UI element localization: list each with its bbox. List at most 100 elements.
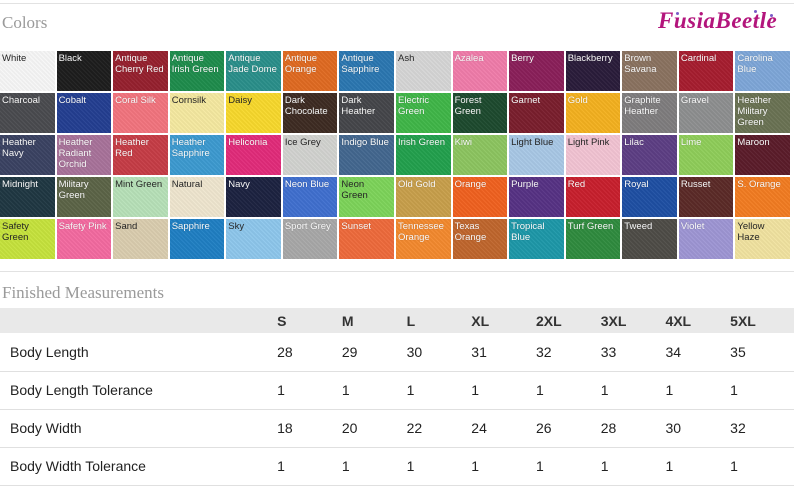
color-swatch: Mint Green <box>113 177 168 217</box>
color-swatch-label: Irish Green <box>398 137 445 148</box>
measurement-cell: 31 <box>471 343 487 360</box>
color-swatch-label: Red <box>567 179 586 190</box>
measurement-cell: 1 <box>341 382 350 398</box>
color-swatch-label: Indigo Blue <box>341 137 389 148</box>
row-label: Body Width <box>10 420 82 436</box>
measurement-cell: 35 <box>730 343 746 360</box>
color-swatch-label: Gold <box>567 95 588 106</box>
color-swatch: Graphite Heather <box>622 93 677 133</box>
measurement-cell: 1 <box>665 382 674 398</box>
measurement-cell: 33 <box>600 343 617 360</box>
measurement-cell: 1 <box>730 458 738 474</box>
size-header: 2XL <box>536 312 562 329</box>
row-label: Body Length Tolerance <box>10 382 153 398</box>
color-swatch: Charcoal <box>0 93 55 133</box>
color-swatch-label: Daisy <box>228 95 253 106</box>
color-swatch: Heather Military Green <box>735 93 790 133</box>
measurement-cell: 34 <box>665 343 682 360</box>
color-swatch: Carolina Blue <box>735 51 790 91</box>
color-swatch-label: Cornsilk <box>171 95 207 106</box>
color-swatch: Antique Jade Dome <box>226 51 281 91</box>
table-row: Body Length 28 29 30 31 32 33 34 35 <box>0 333 794 371</box>
color-swatch: Brown Savana <box>622 51 677 91</box>
measurement-cell: 26 <box>536 420 552 436</box>
color-swatch: Safety Green <box>0 219 55 259</box>
color-swatch: Neon Blue <box>282 177 338 217</box>
color-swatch: Natural <box>169 177 225 217</box>
color-swatch-label: Old Gold <box>398 179 436 190</box>
color-swatch: Military Green <box>56 177 112 217</box>
measurement-cell: 1 <box>406 382 415 398</box>
measurement-cell: 1 <box>277 458 285 474</box>
color-swatch: Old Gold <box>396 177 451 217</box>
color-swatch: Azalea <box>452 51 508 91</box>
color-swatch-label: Light Blue <box>511 137 554 148</box>
color-swatch: Royal <box>622 177 677 217</box>
color-swatch-label: Purple <box>511 179 539 190</box>
size-header: 5XL <box>730 312 756 329</box>
color-swatch: Cardinal <box>678 51 734 91</box>
color-swatch-label: Military Green <box>58 179 89 201</box>
color-swatch: Indigo Blue <box>339 135 394 175</box>
color-swatch-label: Royal <box>624 179 649 190</box>
color-swatch: Turf Green <box>565 219 621 259</box>
color-swatch-label: Antique Orange <box>284 53 318 75</box>
size-header: S <box>277 312 287 329</box>
measurement-cell: 30 <box>406 343 423 360</box>
size-header-row: S M L XL 2XL 3XL 4XL 5XL <box>0 308 794 333</box>
color-swatch: Dark Chocolate <box>282 93 338 133</box>
color-swatch: Midnight <box>0 177 55 217</box>
measurement-cell: 1 <box>665 458 674 474</box>
color-swatch: Gravel <box>678 93 734 133</box>
measurement-cell: 30 <box>665 420 682 436</box>
color-swatch: Orange <box>452 177 508 217</box>
color-swatch-label: Ash <box>398 53 415 64</box>
color-swatch-label: Safety Pink <box>58 221 107 232</box>
row-label: Body Length <box>10 343 89 360</box>
color-swatch-label: Cardinal <box>680 53 717 64</box>
color-swatch-label: Antique Irish Green <box>171 53 219 75</box>
measurement-cell: 29 <box>341 343 358 360</box>
color-swatch-label: Orange <box>454 179 487 190</box>
color-swatch-label: Midnight <box>2 179 38 190</box>
color-swatch: Dark Heather <box>339 93 394 133</box>
color-swatch: Irish Green <box>396 135 451 175</box>
measurement-cell: 28 <box>277 343 293 360</box>
color-swatch: Berry <box>509 51 564 91</box>
color-swatch-label: Berry <box>511 53 534 64</box>
color-swatch-label: Neon Blue <box>284 179 330 190</box>
color-swatch: Antique Orange <box>282 51 338 91</box>
measurement-cell: 1 <box>536 382 544 398</box>
color-swatch-label: Black <box>58 53 82 64</box>
color-swatch-label: Garnet <box>511 95 541 106</box>
color-swatch-label: Forest Green <box>454 95 482 117</box>
color-swatch: Black <box>56 51 112 91</box>
colors-section-title: Colors <box>2 13 48 32</box>
color-swatch: Neon Green <box>339 177 394 217</box>
color-swatch-label: Natural <box>171 179 203 190</box>
measurement-cell: 1 <box>730 382 738 398</box>
size-header: M <box>341 312 354 329</box>
measurement-cell: 1 <box>536 458 544 474</box>
color-swatch-label: Texas Orange <box>454 221 487 243</box>
size-header: 4XL <box>665 312 692 329</box>
color-swatch: Heliconia <box>226 135 281 175</box>
measurement-cell: 1 <box>600 382 609 398</box>
size-header: 3XL <box>600 312 627 329</box>
color-swatch-label: Russet <box>680 179 711 190</box>
measurement-cell: 32 <box>730 420 746 436</box>
color-swatch: Yellow Haze <box>735 219 790 259</box>
color-swatch-label: Heather Military Green <box>737 95 772 128</box>
color-swatch-label: Neon Green <box>341 179 368 201</box>
color-swatch-label: Tennessee Orange <box>398 221 444 243</box>
color-swatch-label: Tropical Blue <box>511 221 545 243</box>
color-swatch-label: Electric Green <box>398 95 430 117</box>
color-swatch-grid: White Black Antique Cherry Red Antique Iris… <box>0 51 790 259</box>
color-swatch: S. Orange <box>735 177 790 217</box>
color-swatch-label: Kiwi <box>454 137 472 148</box>
color-swatch: Heather Sapphire <box>169 135 225 175</box>
color-swatch-label: Yellow Haze <box>737 221 765 243</box>
color-swatch-label: Antique Jade Dome <box>228 53 277 75</box>
color-swatch-label: Azalea <box>454 53 484 64</box>
color-swatch-label: Lime <box>680 137 702 148</box>
